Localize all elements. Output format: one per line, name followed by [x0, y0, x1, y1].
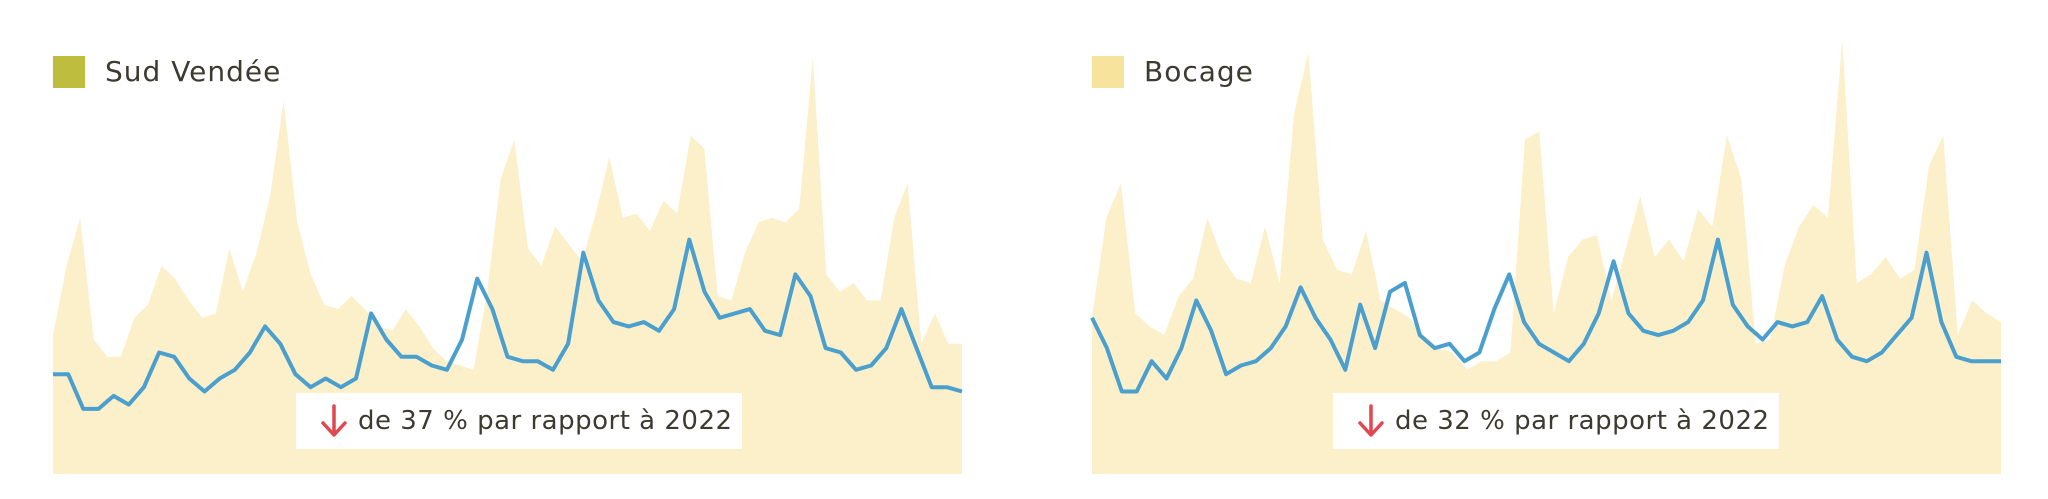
legend-label: Bocage	[1144, 55, 1254, 88]
change-badge: de 32 % par rapport à 2022	[1333, 393, 1779, 449]
change-text: de 37 % par rapport à 2022	[358, 406, 733, 436]
arrow-down-icon	[1358, 404, 1384, 437]
legend: Bocage	[1092, 55, 1254, 88]
chart-panel-bocage: Bocage de 32 % par rapport à 2022	[1040, 0, 2048, 499]
legend-swatch	[1092, 55, 1124, 88]
line-series	[1090, 237, 2001, 394]
area-line-chart	[1090, 40, 2001, 474]
area-series	[53, 57, 962, 475]
chart-panel-sud-vendee: Sud Vendée de 37 % par rapport à 2022	[53, 55, 963, 475]
change-text: de 32 % par rapport à 2022	[1395, 406, 1770, 436]
area-series	[1092, 40, 2001, 474]
arrow-down-icon	[321, 404, 347, 437]
legend: Sud Vendée	[53, 55, 281, 88]
legend-label: Sud Vendée	[105, 55, 282, 88]
legend-swatch	[53, 55, 85, 88]
line-series	[53, 237, 963, 411]
area-line-chart	[53, 57, 963, 475]
change-badge: de 37 % par rapport à 2022	[296, 393, 742, 449]
